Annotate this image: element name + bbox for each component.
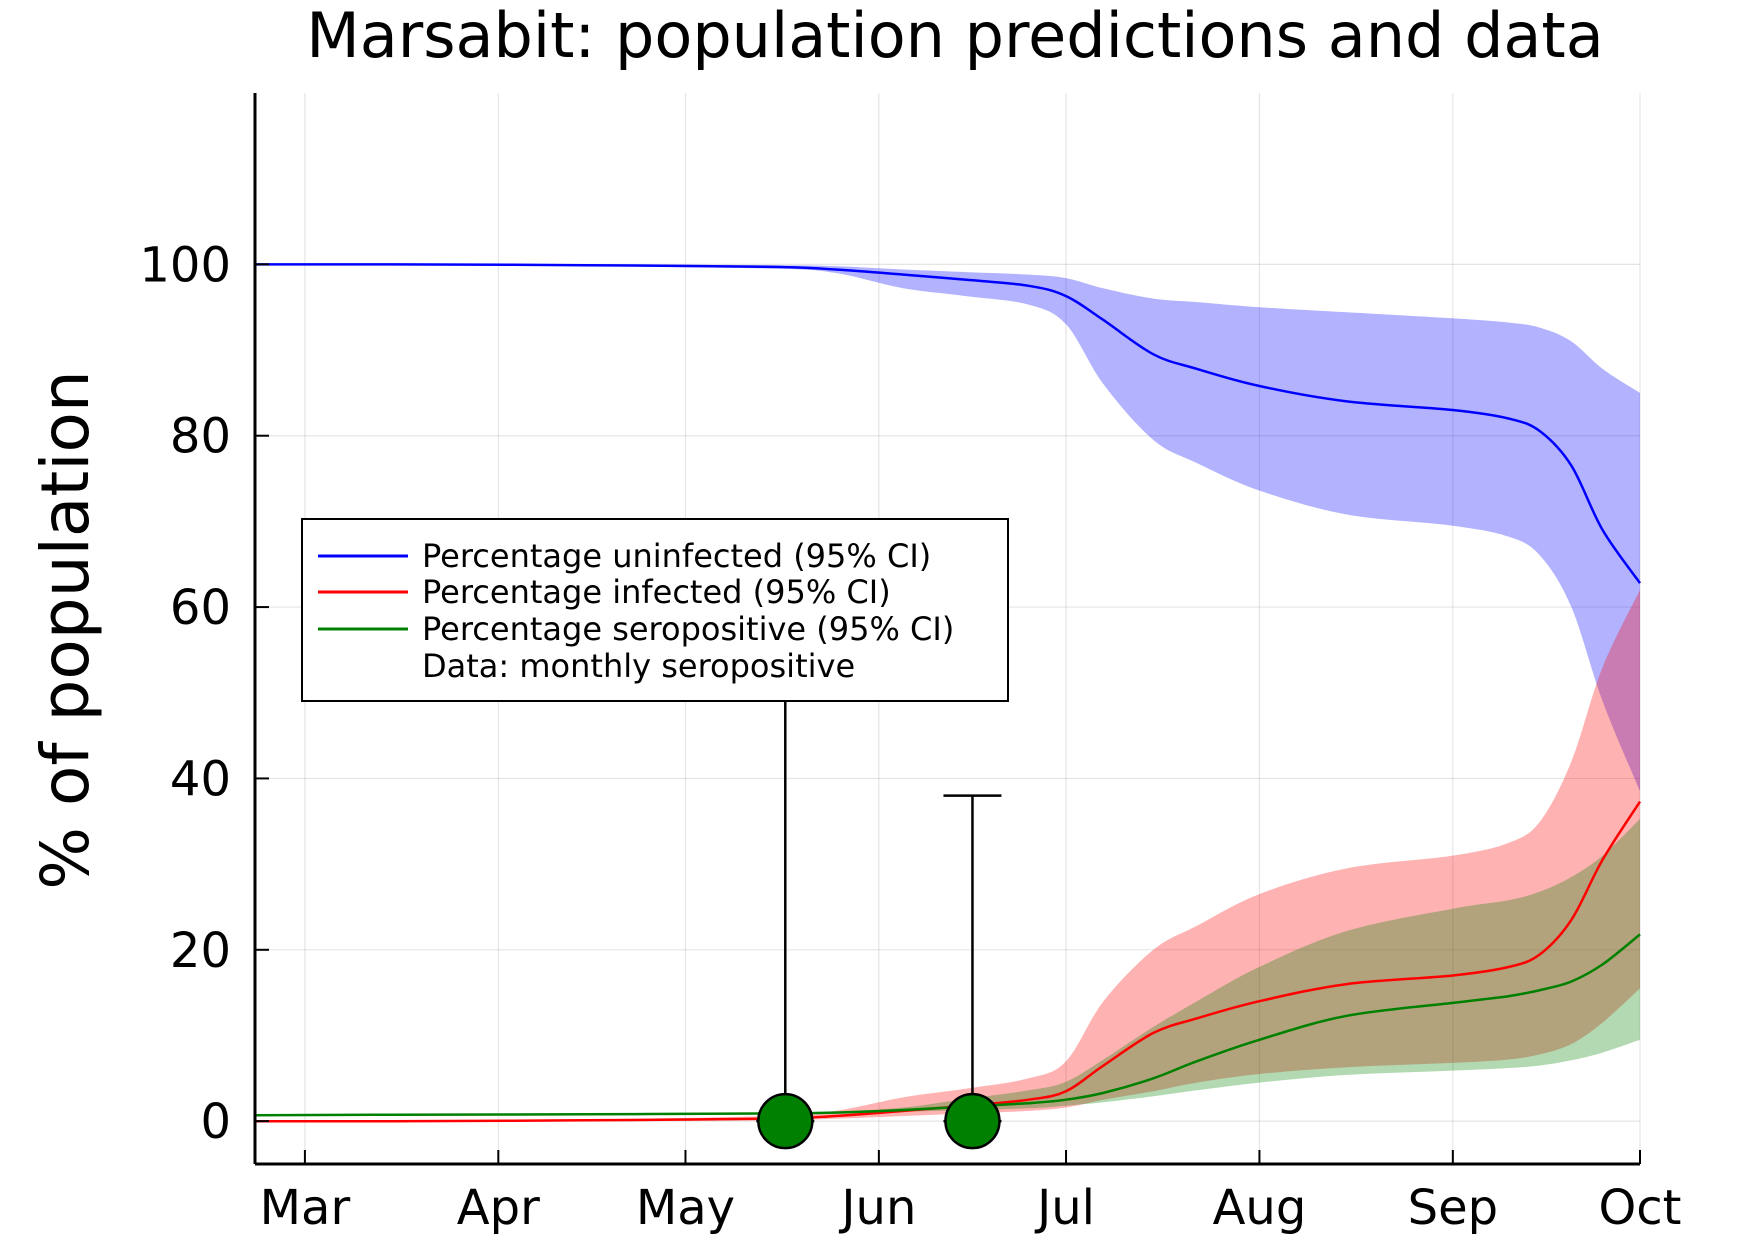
- line-infected: [254, 800, 1642, 1123]
- legend-label-uninfected: Percentage uninfected (95% CI): [422, 537, 931, 575]
- y-tick-label: 60: [170, 580, 231, 636]
- line-seropositive: [254, 933, 1641, 1117]
- legend-label-infected: Percentage infected (95% CI): [422, 573, 891, 611]
- x-tick-label: Aug: [1213, 1180, 1307, 1236]
- band-seropositive: [255, 818, 1640, 1116]
- data-point-marker: [757, 1092, 814, 1150]
- y-tick-label: 80: [170, 409, 231, 465]
- band-uninfected: [255, 264, 1640, 792]
- y-tick-label: 100: [139, 237, 231, 293]
- axes: [253, 93, 1640, 1166]
- x-ticks: Mar Apr May Jun Jul Aug Sep Oct: [260, 1150, 1682, 1236]
- legend: Percentage uninfected (95% CI) Percentag…: [301, 518, 1009, 702]
- band-infected: [255, 589, 1640, 1122]
- y-tick-label: 20: [170, 923, 231, 979]
- legend-label-seropositive: Percentage seropositive (95% CI): [422, 610, 954, 648]
- legend-box: [301, 518, 1009, 702]
- y-axis-label: % of population: [27, 370, 104, 890]
- data-points: [757, 1092, 1001, 1150]
- x-tick-label: Oct: [1599, 1180, 1682, 1236]
- x-tick-label: Sep: [1408, 1180, 1498, 1236]
- x-tick-label: Apr: [457, 1180, 540, 1236]
- data-point-marker: [944, 1092, 1001, 1150]
- y-ticks: 0 20 40 60 80 100: [139, 237, 269, 1150]
- x-tick-label: May: [636, 1180, 735, 1236]
- x-tick-label: Jul: [1034, 1180, 1095, 1236]
- chart-title: Marsabit: population predictions and dat…: [306, 0, 1603, 72]
- line-uninfected: [254, 263, 1642, 584]
- confidence-bands: [255, 264, 1640, 1122]
- x-tick-label: Mar: [260, 1180, 351, 1236]
- legend-label-data: Data: monthly seropositive: [422, 647, 855, 685]
- series-lines: [254, 263, 1642, 1123]
- y-tick-label: 40: [170, 751, 231, 807]
- x-tick-label: Jun: [838, 1180, 916, 1236]
- y-tick-label: 0: [200, 1094, 231, 1150]
